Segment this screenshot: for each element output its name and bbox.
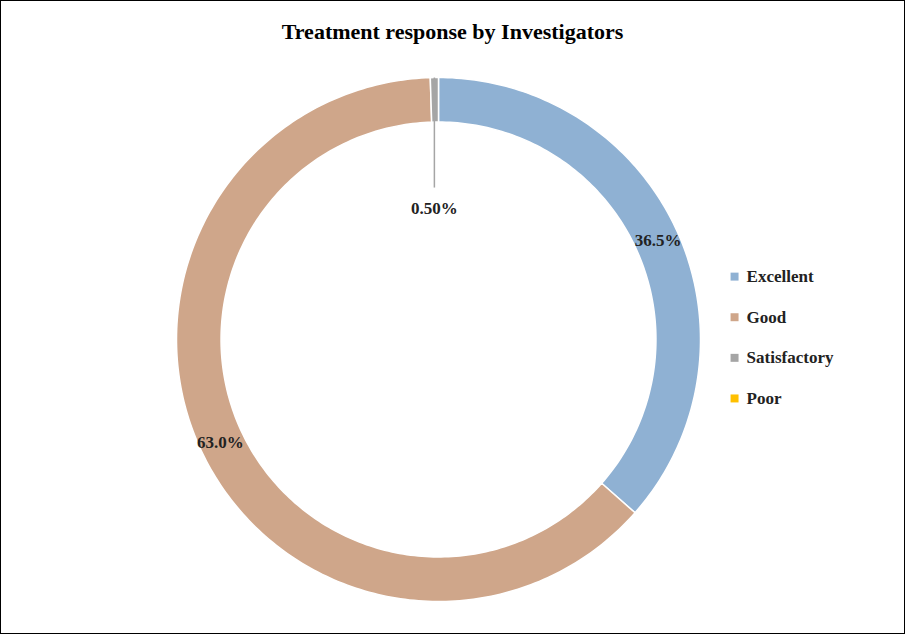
svg-text:36.5%: 36.5%: [635, 231, 682, 250]
svg-text:Excellent: Excellent: [747, 267, 814, 286]
svg-text:Poor: Poor: [747, 389, 782, 408]
html-text:Treatment response by Investig: Treatment response by Investigators: [281, 19, 624, 44]
svg-text:63.0%: 63.0%: [197, 433, 244, 452]
svg-text:Good: Good: [747, 308, 787, 327]
svg-text:Satisfactory: Satisfactory: [747, 348, 834, 367]
svg-text:0.50%: 0.50%: [411, 199, 458, 218]
